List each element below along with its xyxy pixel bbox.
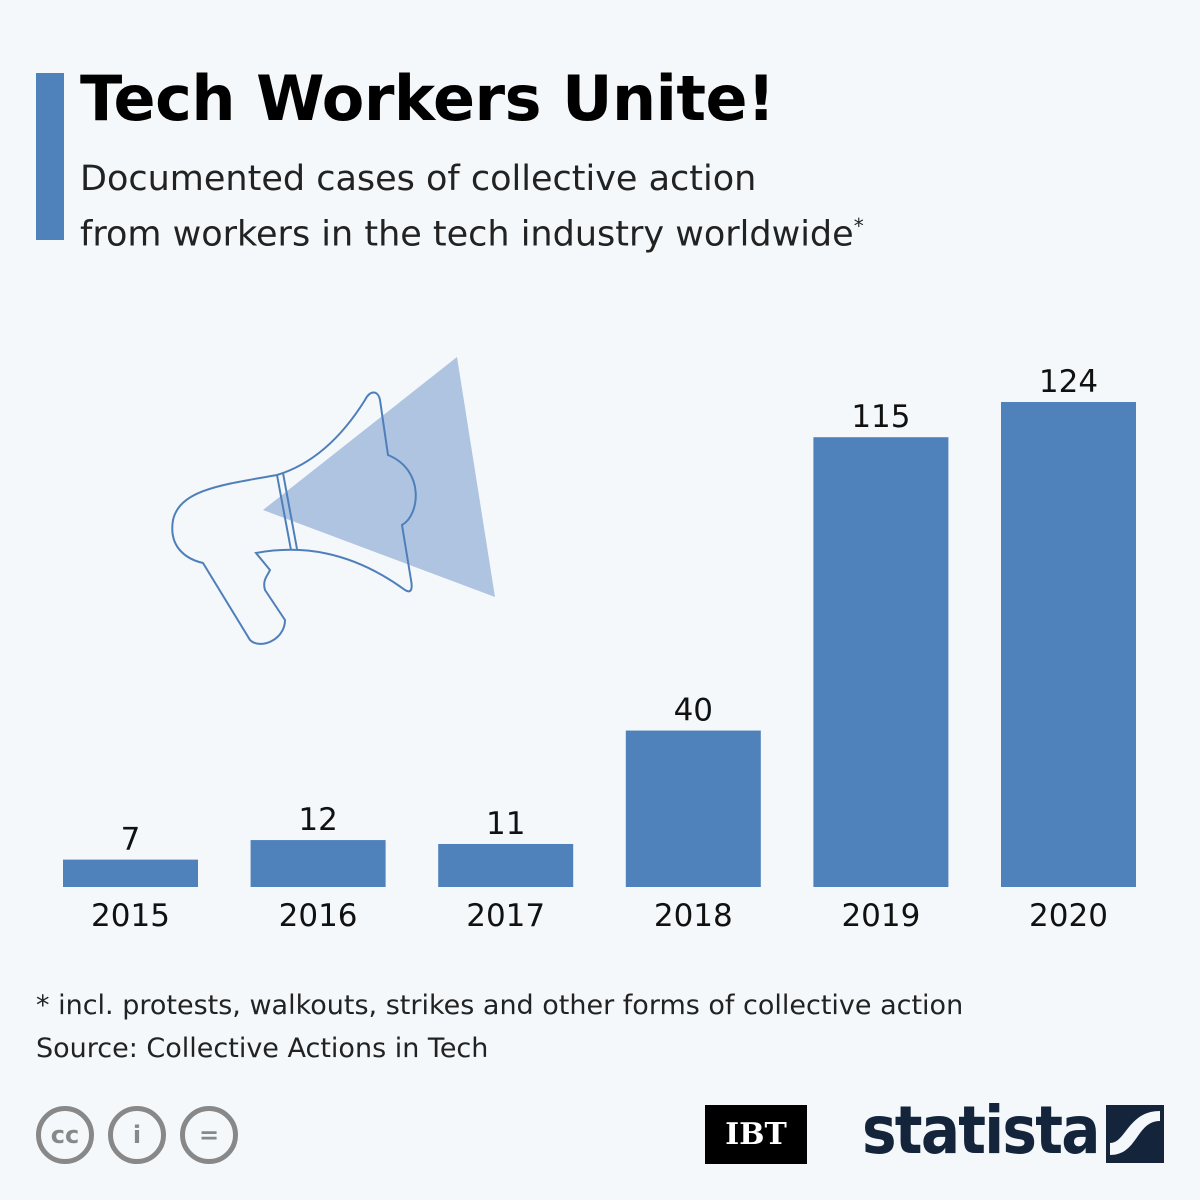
subtitle: Documented cases of collective action fr…: [80, 156, 864, 259]
x-tick-label: 2019: [841, 898, 920, 934]
bar-2020: [1001, 402, 1136, 887]
bar-2019: [813, 437, 949, 887]
bar-2018: [625, 730, 761, 887]
subtitle-line-2: from workers in the tech industry worldw…: [80, 214, 854, 255]
subtitle-footnote-mark: *: [853, 214, 864, 238]
bar-value-label: 7: [121, 822, 141, 858]
bar-2017: [438, 843, 574, 887]
source: Source: Collective Actions in Tech: [36, 1033, 489, 1064]
x-tick-label: 2017: [466, 898, 545, 934]
ibt-logo[interactable]: IBT: [705, 1105, 807, 1164]
statista-logo[interactable]: statista: [862, 1092, 1100, 1169]
ibt-text: IBT: [725, 1117, 787, 1152]
footnote: * incl. protests, walkouts, strikes and …: [36, 990, 964, 1021]
megaphone-icon: [171, 357, 495, 645]
x-tick-label: 2018: [654, 898, 733, 934]
title-accent-bar: [36, 73, 64, 240]
nd-text: =: [198, 1121, 220, 1149]
bar-value-label: 115: [851, 399, 910, 435]
cc-license-icon[interactable]: cc: [36, 1106, 94, 1164]
cc-text: cc: [50, 1121, 80, 1149]
x-tick-label: 2015: [91, 898, 170, 934]
x-tick-label: 2020: [1029, 898, 1108, 934]
bar-value-label: 12: [298, 802, 337, 838]
bar-value-label: 40: [674, 693, 713, 729]
bar-2015: [63, 859, 198, 887]
cc-attribution-icon[interactable]: i: [108, 1106, 166, 1164]
page-title: Tech Workers Unite!: [80, 62, 775, 135]
bar-value-label: 124: [1039, 364, 1098, 400]
x-tick-label: 2016: [279, 898, 358, 934]
by-text: i: [132, 1121, 142, 1149]
statista-logo-mark: [1106, 1105, 1164, 1163]
bar-2016: [250, 840, 386, 887]
chart: 7 2015 12 2016 11 2017 40 2018 115 2019 124 2020: [63, 357, 1136, 934]
bar-value-label: 11: [486, 806, 525, 842]
cc-noderivs-icon[interactable]: =: [180, 1106, 238, 1164]
subtitle-line-1: Documented cases of collective action: [80, 159, 757, 199]
